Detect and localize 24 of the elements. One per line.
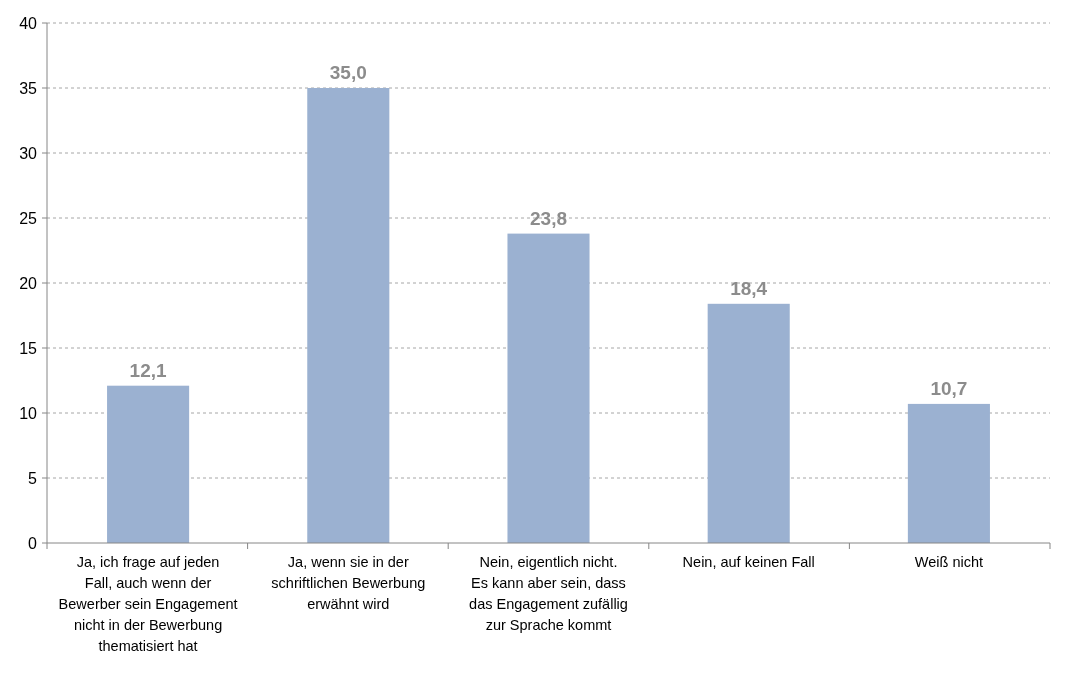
y-tick-label: 5 [28,469,38,487]
x-tick-label: Nein, auf keinen Fall [682,554,815,570]
data-label: 12,1 [129,359,168,381]
y-tick-label: 15 [19,339,38,357]
y-tick-label: 25 [19,209,38,227]
data-label: 35,0 [329,62,367,83]
y-tick-label: 0 [28,534,38,552]
x-tick-label: Nein, eigentlich nicht. Es kann aber sein, dass das Engagement zufällig zur Sprache kommt [469,554,628,633]
data-label: 18,4 [730,277,768,299]
data-label: 23,8 [530,207,567,229]
x-tick-label: Weiß nicht [914,554,984,570]
bar [107,385,190,543]
y-tick-label: 40 [19,14,38,32]
bar [907,403,990,543]
x-tick-label: Ja, ich frage auf jeden Fall, auch wenn der Bewerber sein Engagement nicht in der Bewerbung thematisiert hat [58,554,238,654]
y-tick-label: 30 [19,144,38,162]
y-tick-label: 20 [19,274,38,292]
bar [507,233,590,543]
y-tick-label: 35 [19,79,38,97]
bar [707,303,790,543]
x-tick-label: Ja, wenn sie in der schriftlichen Bewerbung erwähnt wird [271,554,426,612]
data-label: 10,7 [930,377,968,399]
bar [307,88,390,543]
y-tick-label: 10 [19,404,38,422]
